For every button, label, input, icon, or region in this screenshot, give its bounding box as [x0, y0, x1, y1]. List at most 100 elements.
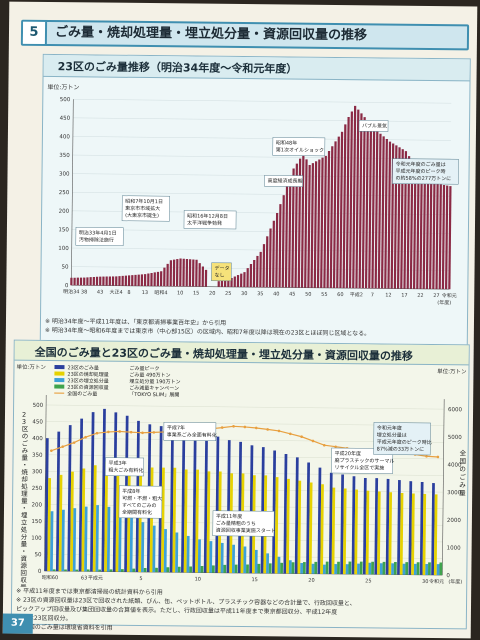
annotation-h8-text: 可燃・不燃・粗大: [122, 495, 162, 502]
chart2-bar-1: [320, 484, 324, 574]
chart2-x-tick: 63: [81, 575, 87, 581]
chart2-x-suffix: (年度): [448, 578, 462, 585]
chart1-bar: [291, 168, 295, 288]
chart2-unit-right: 単位:万トン: [437, 367, 467, 375]
chart2-bar-3: [337, 561, 340, 575]
chart2-gridline: [46, 404, 445, 410]
chart2-y-tick-left: 100: [31, 536, 42, 542]
chart2-bar-0: [408, 481, 413, 575]
chart1-bar: [336, 136, 340, 289]
chart1-bar: [429, 183, 433, 290]
chart2-x-tick: 30: [422, 579, 428, 585]
chart1-bar: [227, 279, 230, 287]
annotation-r1-text: 87%減の33万トンに: [377, 445, 425, 452]
chart2-bar-2: [231, 544, 236, 573]
chart2-bar-1: [183, 469, 188, 573]
chart1-x-tick: 25: [225, 291, 231, 297]
legend-swatch: [54, 384, 65, 389]
chart1-bar: [124, 275, 128, 286]
chart2-bar-1: [411, 493, 415, 575]
chart1-bar: [313, 161, 318, 288]
chart2-bar-0: [328, 472, 333, 574]
chart1-bar: [83, 277, 86, 286]
annotation-meiji33-box: [75, 227, 124, 247]
chart2-y-tick-right: 5000: [448, 435, 463, 441]
chart2-bar-1: [70, 471, 74, 572]
chart2-bar-1: [286, 478, 290, 574]
chart1-x-tick: 22: [417, 293, 423, 299]
chart2-bar-0: [249, 445, 254, 574]
chart1-x-tick: 明治34: [63, 288, 79, 295]
chart2-bar-1: [115, 462, 120, 572]
annotation-r1-text: 平成元年度のピーク時比: [377, 438, 432, 446]
chart2-national-point: [243, 425, 247, 429]
chart2-bar-3: [246, 564, 249, 574]
chart2-bar-3: [166, 567, 170, 573]
chart2-bar-2: [84, 506, 88, 572]
chart1-bar: [172, 259, 176, 287]
chart2-bar-3: [314, 561, 318, 574]
chart2-bar-3: [416, 562, 420, 575]
chart2-bar-0: [317, 467, 322, 574]
chart2-x-tick: 平成元: [88, 574, 103, 581]
chart1-bar: [201, 266, 205, 287]
chart2-bar-0: [419, 481, 424, 575]
chart2-national-point: [232, 425, 235, 428]
chart2-bar-2: [368, 562, 372, 575]
chart1-bar: [371, 128, 376, 289]
chart1-bar: [377, 133, 382, 289]
chart1-y-tick: 500: [60, 97, 71, 103]
chart2-bar-1: [422, 493, 427, 575]
chart1-bar: [111, 276, 115, 286]
chart1-gridline: [73, 99, 452, 104]
chart2-x-tick: 昭和60: [42, 574, 58, 581]
legend-label: 23区の資源回収量: [67, 384, 108, 391]
chart1-bar: [240, 273, 243, 288]
annotation-no-data-text: データ: [215, 265, 230, 272]
chart1-x-tick: 大正4: [110, 289, 123, 296]
chart1-bar: [73, 277, 76, 286]
chart1-bar: [156, 271, 160, 287]
annotation-h20-text: 廃プラスチックのサーマル: [334, 457, 394, 465]
chart2-bar-2: [277, 556, 281, 574]
chart1-bar: [400, 149, 404, 289]
chart2-bar-1: [399, 493, 404, 575]
chart1-x-tick: 17: [401, 293, 407, 299]
chart2-x-tick: 令和元: [429, 578, 444, 585]
chart1-bar: [435, 183, 439, 290]
annotation-h11-text: 資源回収事業実施スタート: [216, 527, 276, 535]
legend-label-right: 「TOKYO SLIM」展開: [129, 392, 179, 399]
chart2-bar-2: [175, 532, 179, 573]
chart1-bar: [278, 204, 282, 288]
chart2-bar-0: [374, 478, 379, 575]
chart2-bar-3: [371, 561, 375, 575]
chart2-bar-0: [215, 436, 220, 573]
chart2-bar-1: [365, 490, 370, 575]
chart2-national-point: [95, 431, 99, 435]
annotation-h3-text: 平成3年: [108, 460, 126, 467]
chart2-unit-left: 単位:万トン: [16, 363, 46, 371]
chart1-bar: [223, 280, 227, 287]
chart1-bar: [409, 161, 414, 289]
page-number: 37: [2, 613, 33, 634]
chart2-y-tick-right: 6000: [448, 407, 463, 413]
chart1-bar: [380, 136, 385, 289]
chart1-bar: [441, 184, 446, 290]
chart1-bar: [316, 159, 321, 288]
chart2-svg: 単位:万トン単位:万トン0501001502002503003504004505…: [16, 363, 467, 592]
chart2-y-tick-right: 0: [446, 573, 450, 579]
chart2-bar-0: [203, 433, 208, 573]
chart2-bar-2: [197, 539, 201, 573]
chart1-bar: [115, 276, 118, 286]
chart1-gridline: [72, 136, 451, 141]
annotation-reiwa-text: の約58%の277万トンに: [395, 175, 451, 183]
chart2-bar-1: [58, 474, 63, 572]
annotation-h8-text: 全期間有料化: [122, 509, 152, 516]
chart1-bar: [384, 138, 388, 289]
legend-label-right: 埋立処分量 190万トン: [129, 378, 180, 386]
chart1-bar: [304, 159, 308, 288]
chart1-bar: [217, 281, 220, 287]
chart2-bar-1: [104, 462, 109, 572]
chart1-x-tick: 10: [177, 290, 183, 296]
chart2-bar-2: [379, 563, 383, 575]
